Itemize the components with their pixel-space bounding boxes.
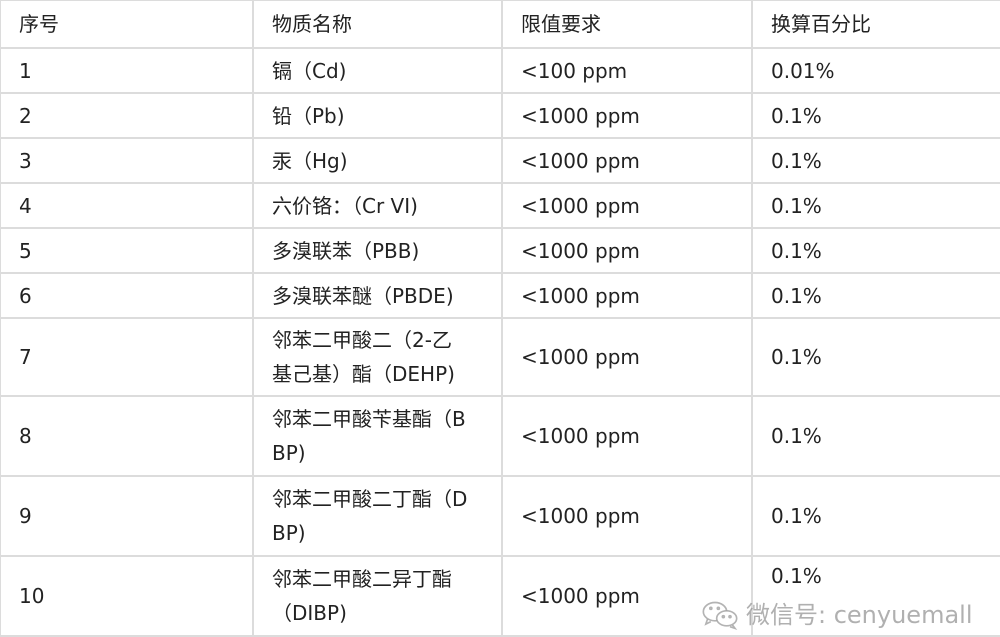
limit-cell: <100 ppm bbox=[501, 47, 753, 94]
index-cell: 9 bbox=[0, 475, 254, 557]
index-cell: 3 bbox=[0, 137, 254, 184]
header-cell: 物质名称 bbox=[252, 0, 503, 49]
percent-cell: 0.1% bbox=[751, 395, 1000, 477]
limit-cell: <1000 ppm bbox=[501, 272, 753, 319]
percent-cell: 0.1% bbox=[751, 182, 1000, 229]
substance-name-cell: 多溴联苯醚（PBDE) bbox=[252, 272, 503, 319]
header-cell: 序号 bbox=[0, 0, 254, 49]
table-row: 9 邻苯二甲酸二丁酯（DBP) <1000 ppm 0.1% bbox=[0, 475, 1000, 557]
substance-name-cell: 邻苯二甲酸二异丁酯（DIBP) bbox=[252, 555, 503, 637]
index-cell: 8 bbox=[0, 395, 254, 477]
table-row: 4 六价铬：（Cr VI) <1000 ppm 0.1% bbox=[0, 182, 1000, 229]
substance-name-cell: 镉（Cd) bbox=[252, 47, 503, 94]
table-row: 8 邻苯二甲酸苄基酯（BBP) <1000 ppm 0.1% bbox=[0, 395, 1000, 477]
index-cell: 5 bbox=[0, 227, 254, 274]
substance-name-cell: 六价铬：（Cr VI) bbox=[252, 182, 503, 229]
substance-name-cell: 铅（Pb) bbox=[252, 92, 503, 139]
index-cell: 4 bbox=[0, 182, 254, 229]
index-cell: 2 bbox=[0, 92, 254, 139]
percent-cell: 0.1% bbox=[751, 475, 1000, 557]
limit-cell: <1000 ppm bbox=[501, 227, 753, 274]
header-cell: 换算百分比 bbox=[751, 0, 1000, 49]
index-cell: 1 bbox=[0, 47, 254, 94]
limit-cell: <1000 ppm bbox=[501, 475, 753, 557]
percent-cell: 0.1% bbox=[751, 317, 1000, 397]
header-row: 序号 物质名称 限值要求 换算百分比 bbox=[0, 0, 1000, 49]
table-row: 10 邻苯二甲酸二异丁酯（DIBP) <1000 ppm 0.1% bbox=[0, 555, 1000, 637]
table-row: 6 多溴联苯醚（PBDE) <1000 ppm 0.1% bbox=[0, 272, 1000, 319]
substance-name-cell: 邻苯二甲酸二（2-乙基己基）酯（DEHP) bbox=[252, 317, 503, 397]
percent-cell: 0.1% bbox=[751, 272, 1000, 319]
percent-cell: 0.01% bbox=[751, 47, 1000, 94]
table-row: 5 多溴联苯（PBB) <1000 ppm 0.1% bbox=[0, 227, 1000, 274]
limit-cell: <1000 ppm bbox=[501, 182, 753, 229]
index-cell: 10 bbox=[0, 555, 254, 637]
percent-cell: 0.1% bbox=[751, 137, 1000, 184]
limit-cell: <1000 ppm bbox=[501, 92, 753, 139]
table-row: 7 邻苯二甲酸二（2-乙基己基）酯（DEHP) <1000 ppm 0.1% bbox=[0, 317, 1000, 397]
table-row: 3 汞（Hg) <1000 ppm 0.1% bbox=[0, 137, 1000, 184]
percent-cell: 0.1% bbox=[751, 555, 1000, 637]
percent-cell: 0.1% bbox=[751, 92, 1000, 139]
percent-cell: 0.1% bbox=[751, 227, 1000, 274]
index-cell: 6 bbox=[0, 272, 254, 319]
limit-cell: <1000 ppm bbox=[501, 555, 753, 637]
table-row: 1 镉（Cd) <100 ppm 0.01% bbox=[0, 47, 1000, 94]
limit-cell: <1000 ppm bbox=[501, 317, 753, 397]
limit-cell: <1000 ppm bbox=[501, 137, 753, 184]
table-row: 2 铅（Pb) <1000 ppm 0.1% bbox=[0, 92, 1000, 139]
substance-name-cell: 多溴联苯（PBB) bbox=[252, 227, 503, 274]
limit-cell: <1000 ppm bbox=[501, 395, 753, 477]
substance-name-cell: 邻苯二甲酸二丁酯（DBP) bbox=[252, 475, 503, 557]
index-cell: 7 bbox=[0, 317, 254, 397]
substance-name-cell: 邻苯二甲酸苄基酯（BBP) bbox=[252, 395, 503, 477]
substance-name-cell: 汞（Hg) bbox=[252, 137, 503, 184]
header-cell: 限值要求 bbox=[501, 0, 753, 49]
